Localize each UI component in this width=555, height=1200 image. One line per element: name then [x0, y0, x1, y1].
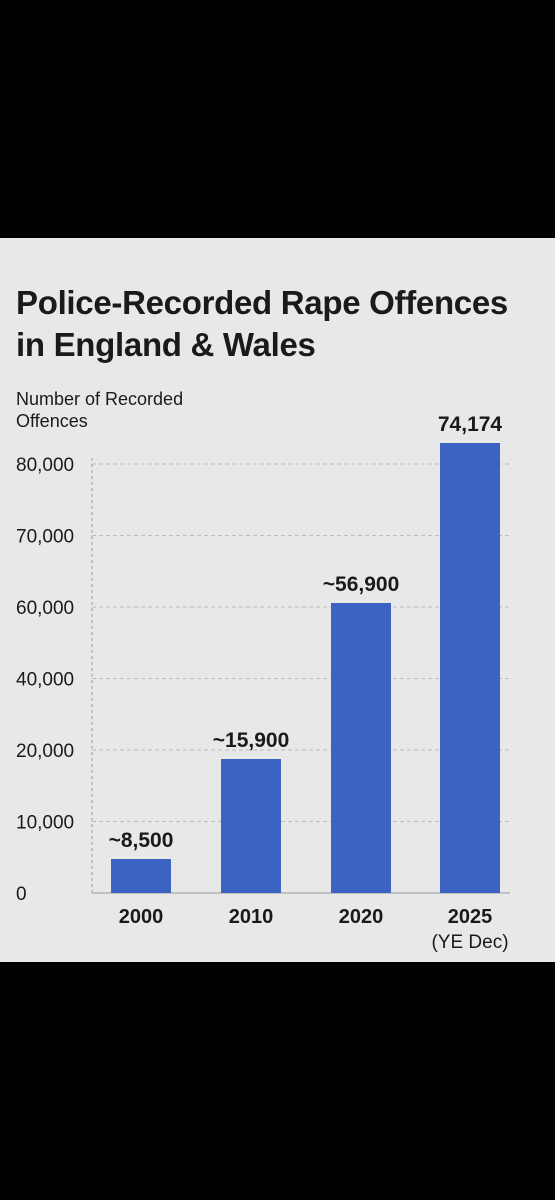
chart-title-line-1: Police-Recorded Rape Offences — [16, 284, 508, 321]
y-axis-label-line-2: Offences — [16, 411, 88, 431]
bar-2025 — [440, 443, 500, 893]
bar-2010 — [221, 759, 281, 893]
x-tick-label-2010: 2010 — [229, 906, 274, 928]
y-tick-label: 70,000 — [16, 527, 74, 548]
y-axis-label-line-1: Number of Recorded — [16, 389, 184, 409]
x-tick-label-2020: 2020 — [339, 906, 384, 928]
y-tick-label: 40,000 — [16, 670, 74, 691]
data-label-2000: ~8,500 — [109, 829, 174, 852]
y-tick-label: 10,000 — [16, 813, 74, 834]
data-label-2020: ~56,900 — [323, 573, 400, 596]
x-tick-sublabel-2025: (YE Dec) — [431, 932, 508, 953]
y-tick-label: 20,000 — [16, 741, 74, 762]
data-label-2025: 74,174 — [438, 413, 503, 436]
y-tick-label: 80,000 — [16, 455, 74, 476]
data-label-2010: ~15,900 — [213, 729, 290, 752]
bar-2020 — [331, 603, 391, 893]
chart-title-line-2: in England & Wales — [16, 326, 316, 363]
chart-card: Police-Recorded Rape Offences in England… — [0, 238, 555, 962]
x-tick-label-2025: 2025 — [448, 906, 493, 928]
bar-2000 — [111, 859, 171, 893]
y-axis-label: Number of Recorded Offences — [16, 388, 236, 432]
y-tick-label: 60,000 — [16, 598, 74, 619]
x-tick-label-2000: 2000 — [119, 906, 164, 928]
chart-title: Police-Recorded Rape Offences in England… — [16, 282, 546, 366]
y-tick-label: 0 — [16, 884, 27, 905]
bar-chart: 0 10,000 20,000 40,000 60,000 70,000 80,000 ~8,… — [16, 413, 510, 953]
